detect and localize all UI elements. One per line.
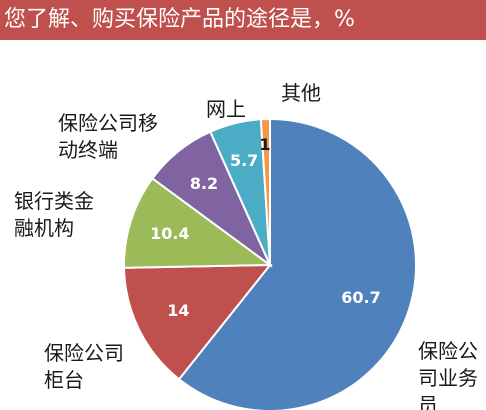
- slice-value-label: 14: [167, 301, 189, 320]
- slice-value-label: 1: [259, 135, 270, 154]
- slice-category-label: 网上: [206, 97, 246, 121]
- slice-category-label: 银行类金融机构: [14, 189, 94, 240]
- slice-category-label: 其他: [281, 81, 321, 105]
- slice-category-label: 保险公司柜台: [44, 341, 124, 392]
- slice-value-label: 60.7: [341, 288, 380, 307]
- pie-slice: [123, 177, 273, 269]
- chart-title: 您了解、购买保险产品的途径是，%: [0, 0, 486, 40]
- slice-value-label: 5.7: [230, 151, 258, 170]
- pie-slice: [259, 117, 271, 266]
- pie-chart: 60.7 14 10.4 8.2 5.71 保险公司业务员 保险公司柜台 银行类金融机构 保险…: [14, 81, 478, 410]
- slice-category-label: 保险公司业务员: [418, 339, 478, 410]
- slice-category-label: 保险公司移动终端: [58, 111, 158, 162]
- pie-slice: [123, 263, 273, 381]
- slice-value-label: 10.4: [150, 224, 189, 243]
- slice-value-label: 8.2: [190, 174, 218, 193]
